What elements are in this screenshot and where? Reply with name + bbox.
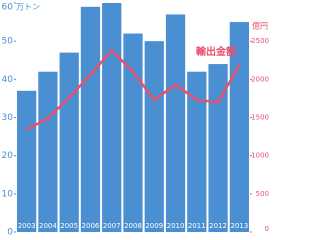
series-label: 輸出金額: [196, 45, 236, 58]
y2-tick-label: 2500: [251, 37, 269, 45]
bar: [144, 41, 164, 232]
bar: [187, 71, 207, 232]
y-tick-label: 60: [2, 3, 14, 13]
x-tick-label: 2004: [39, 222, 57, 230]
y-tick-label: 40: [2, 75, 14, 85]
bar: [17, 90, 37, 233]
chart: 0 10 20 30 40 50 60 万トン 0 500 1000 1500 2000 2500 億円 20…: [2, 2, 269, 238]
y-tick-label: 0: [7, 228, 13, 236]
bar: [80, 6, 101, 233]
bar: [59, 52, 79, 232]
x-tick-label: 2013: [230, 222, 248, 230]
y-tick-label: 50: [2, 37, 14, 47]
y2-tick-label: 500: [256, 190, 269, 198]
x-tick-label: 2012: [209, 222, 227, 230]
y2-tick-label: 1000: [251, 152, 269, 160]
bar: [208, 64, 228, 232]
x-tick-label: 2003: [18, 222, 36, 230]
y-tick-label: 10: [2, 189, 14, 199]
y-tick-label: 30: [2, 113, 14, 123]
x-tick-label: 2007: [103, 222, 121, 230]
y-unit: 万トン: [16, 3, 40, 12]
y2-tick-label: 1500: [251, 114, 269, 122]
y-tick-label: 20: [2, 151, 14, 161]
x-tick-label: 2008: [124, 222, 142, 230]
y2-unit: 億円: [252, 21, 268, 31]
line: [26, 49, 241, 131]
bar: [102, 3, 122, 232]
x-tick-label: 2011: [188, 222, 206, 230]
y2-tick-label: 0: [265, 225, 269, 233]
x-tick-label: 2006: [82, 222, 100, 230]
x-tick-label: 2010: [167, 222, 185, 230]
series-label: 輸出量: [20, 40, 53, 54]
bar: [165, 14, 186, 233]
x-tick-label: 2005: [60, 222, 78, 230]
y2-tick-label: 2000: [251, 75, 269, 83]
bar: [38, 71, 58, 232]
bar: [123, 33, 143, 233]
x-tick-label: 2009: [145, 222, 163, 230]
